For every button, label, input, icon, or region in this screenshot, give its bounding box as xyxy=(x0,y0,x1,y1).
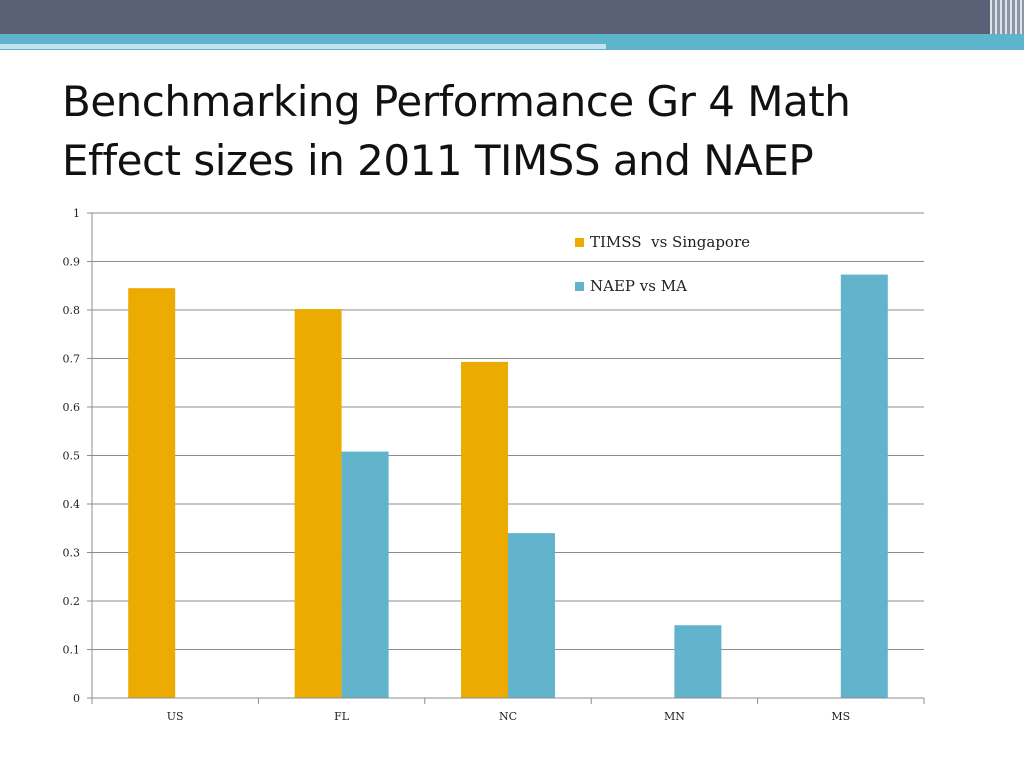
y-tick-label: 0.7 xyxy=(63,353,81,366)
y-tick-label: 0.1 xyxy=(63,644,81,657)
bar-nc-series-2 xyxy=(508,533,555,698)
y-tick-label: 0.9 xyxy=(63,256,81,269)
x-tick-label: US xyxy=(167,710,184,723)
top-header-bar xyxy=(0,0,1024,34)
y-tick-label: 0.3 xyxy=(63,547,81,560)
legend-label: NAEP vs MA xyxy=(590,277,687,295)
y-tick-label: 0.6 xyxy=(63,401,81,414)
bar-fl-series-2 xyxy=(341,451,389,698)
y-tick-label: 0.5 xyxy=(63,450,81,463)
x-tick-label: MS xyxy=(831,710,850,723)
y-tick-label: 0.2 xyxy=(63,595,81,608)
legend-label: TIMSS vs Singapore xyxy=(590,233,750,251)
bar-nc-series-1 xyxy=(461,361,508,698)
bar-mn-series-2 xyxy=(674,625,722,698)
bar-fl-series-1 xyxy=(294,309,342,698)
slide-title-line-2: Effect sizes in 2011 TIMSS and NAEP xyxy=(62,136,814,185)
y-tick-label: 0.8 xyxy=(63,304,81,317)
x-tick-label: NC xyxy=(499,710,517,723)
legend-swatch xyxy=(575,282,584,291)
x-tick-label: FL xyxy=(334,710,350,723)
legend-swatch xyxy=(575,238,584,247)
bar-ms-series-2 xyxy=(840,274,888,698)
accent-band-highlight xyxy=(0,44,606,49)
slide-title-line-1: Benchmarking Performance Gr 4 Math xyxy=(62,77,851,126)
bar-us-series-1 xyxy=(128,288,176,698)
slide-title: Benchmarking Performance Gr 4 Math Effec… xyxy=(62,72,1002,190)
y-tick-label: 1 xyxy=(73,207,80,220)
y-tick-label: 0 xyxy=(73,692,80,705)
x-tick-label: MN xyxy=(664,710,685,723)
y-tick-label: 0.4 xyxy=(63,498,81,511)
